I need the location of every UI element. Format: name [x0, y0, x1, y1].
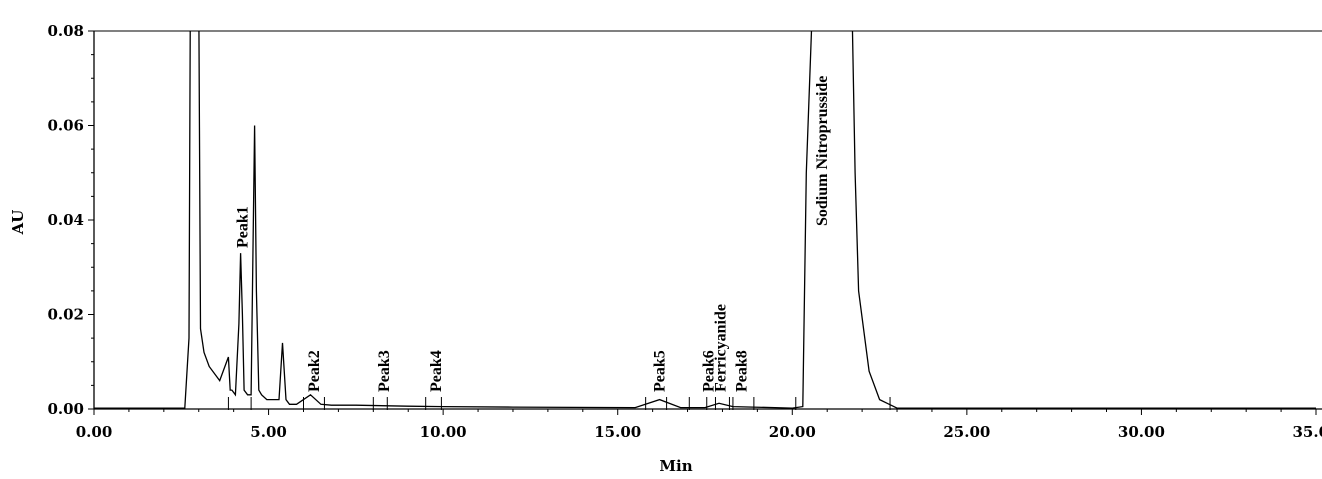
x-tick-label: 10.00: [420, 423, 467, 441]
peak-label-layer: Peak1 Peak2 Peak3 Peak4 Peak5 Peak6Ferricyani…: [234, 76, 831, 392]
x-tick-label: 5.00: [250, 423, 287, 441]
x-tick-label: 25.00: [943, 423, 990, 441]
peak-label: Peak6: [701, 350, 718, 392]
peak-label: Peak5: [652, 350, 669, 392]
y-axis-title: AU: [9, 210, 27, 236]
peak-label: Peak3: [376, 350, 393, 392]
y-tick-label: 0.02: [47, 306, 84, 324]
integration-marker-layer: [227, 397, 891, 410]
x-tick-label: 20.00: [769, 423, 816, 441]
y-tick-label: 0.08: [47, 22, 84, 40]
x-axis-title: Min: [659, 457, 692, 475]
x-tick-label: 15.00: [594, 423, 641, 441]
y-tick-label: 0.00: [47, 400, 84, 418]
peak-label: Peak4: [428, 350, 445, 392]
x-axis: 0.00 5.00 10.00 15.00 20.00 25.00 30.00 35.00: [76, 409, 1322, 441]
y-tick-label: 0.04: [47, 211, 84, 229]
x-tick-label: 35.00: [1293, 423, 1322, 441]
peak-label: Sodium Nitroprusside: [814, 76, 831, 226]
peak-label: Peak2: [306, 350, 323, 392]
y-axis: 0.00 0.02 0.04 0.06 0.08: [47, 22, 94, 418]
chromatogram-trace: [94, 31, 1316, 409]
trace-layer: [94, 31, 1316, 409]
peak-label: Peak8: [734, 350, 751, 392]
peak-label: Ferricyanide: [713, 304, 730, 392]
peak-label: Peak1: [234, 206, 251, 248]
x-tick-label: 30.00: [1118, 423, 1165, 441]
y-tick-label: 0.06: [47, 117, 84, 135]
x-tick-label: 0.00: [76, 423, 113, 441]
